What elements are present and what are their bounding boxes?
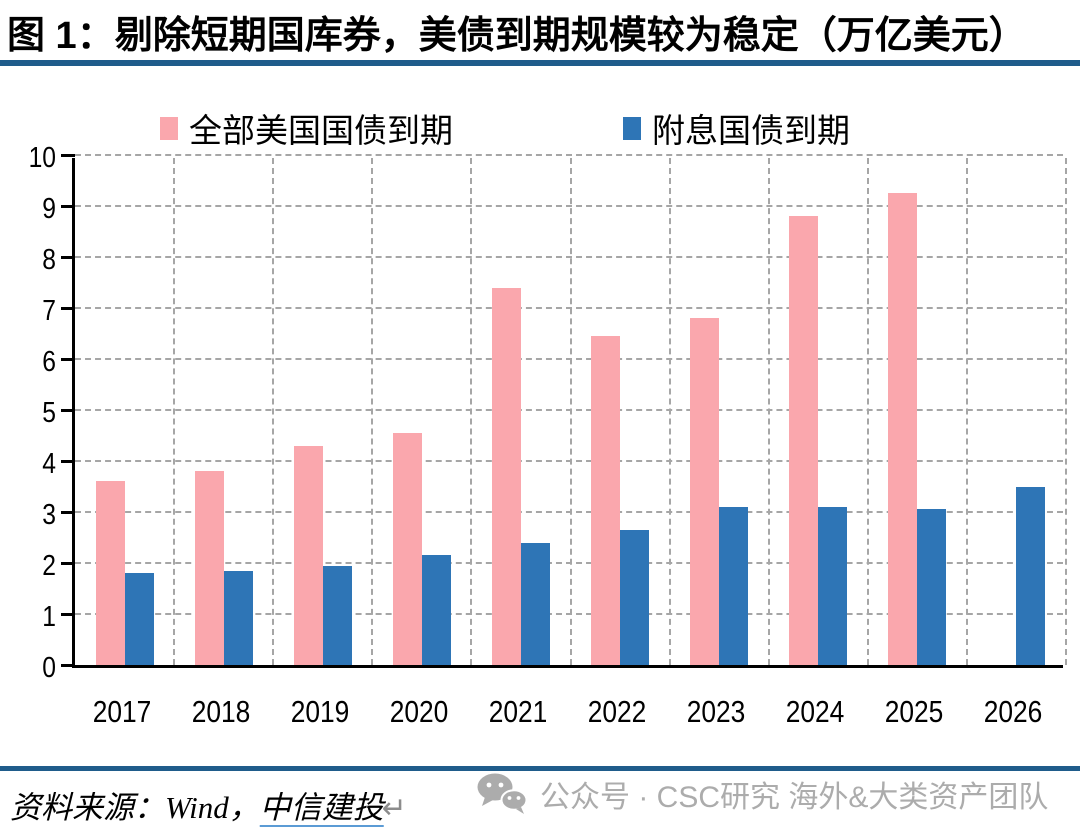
- watermark-text: 公众号 · CSC研究 海外&大类资产团队: [540, 781, 1049, 814]
- bar-total-2017: [95, 481, 125, 665]
- h-gridline: [75, 562, 1063, 564]
- legend-label-total: 全部美国国债到期: [189, 114, 453, 150]
- y-tick-label: 6: [42, 346, 56, 378]
- title-divider: [0, 60, 1080, 66]
- x-tick-label: 2017: [92, 694, 151, 729]
- legend-swatch-total-icon: [160, 116, 178, 140]
- x-axis-labels: 2017 2018 2019 2020 2021 2022 2023 2024 2025 2026: [72, 694, 1063, 730]
- bar-coupon-2017: [124, 573, 154, 665]
- y-tick-label: 0: [42, 652, 56, 684]
- h-gridline: [75, 460, 1063, 462]
- legend-label-coupon: 附息国债到期: [652, 114, 850, 150]
- bar-coupon-2019: [322, 565, 352, 665]
- legend-swatch-coupon-icon: [623, 116, 641, 140]
- x-tick-label: 2018: [191, 694, 250, 729]
- y-tick-mark: [61, 561, 75, 565]
- v-gridline: [668, 158, 671, 665]
- y-tick-label: 1: [42, 601, 56, 633]
- legend-item-total: 全部美国国债到期: [160, 104, 453, 152]
- bar-coupon-2020: [421, 555, 451, 665]
- chart-legend: 全部美国国债到期 附息国债到期: [160, 106, 850, 150]
- bar-total-2021: [491, 287, 521, 665]
- v-gridline: [866, 158, 869, 665]
- x-tick-label: 2021: [488, 694, 548, 729]
- h-gridline: [75, 205, 1063, 207]
- bar-total-2025: [888, 193, 918, 665]
- y-tick-mark: [61, 612, 75, 616]
- h-gridline: [75, 256, 1063, 258]
- legend-item-coupon: 附息国债到期: [623, 104, 850, 152]
- bar-total-2023: [690, 318, 720, 665]
- bar-chart-plot-area: [61, 153, 1067, 668]
- bar-coupon-2018: [223, 570, 253, 665]
- v-gridline: [173, 158, 176, 665]
- y-tick-label: 10: [28, 142, 56, 174]
- bar-coupon-2026: [1016, 486, 1046, 665]
- y-tick-mark: [61, 357, 75, 361]
- x-tick-label: 2026: [984, 694, 1043, 729]
- v-gridline: [1065, 158, 1067, 665]
- x-tick-label: 2019: [290, 694, 350, 729]
- h-gridline: [75, 154, 1063, 156]
- x-tick-label: 2022: [587, 694, 647, 729]
- y-tick-label: 9: [42, 193, 56, 225]
- bar-total-2019: [293, 445, 323, 665]
- y-tick-label: 7: [42, 295, 56, 327]
- source-org-link[interactable]: 中信建投: [259, 790, 384, 825]
- y-tick-mark: [61, 153, 75, 157]
- y-tick-label: 8: [42, 244, 56, 276]
- bar-coupon-2023: [719, 506, 749, 665]
- v-gridline: [272, 158, 275, 665]
- v-gridline: [767, 158, 770, 665]
- bar-total-2024: [789, 216, 819, 665]
- y-tick-label: 2: [42, 550, 56, 582]
- h-gridline: [75, 511, 1063, 513]
- bar-coupon-2022: [620, 529, 650, 665]
- y-tick-mark: [61, 306, 75, 310]
- y-tick-mark: [61, 408, 75, 412]
- figure-title: 图 1：剔除短期国库券，美债到期规模较为稳定（万亿美元）: [7, 15, 1027, 57]
- x-tick-label: 2020: [389, 694, 449, 729]
- data-source: 资料来源：Wind，中信建投↵: [10, 782, 407, 827]
- x-tick-label: 2025: [885, 694, 944, 729]
- wechat-icon: [477, 773, 528, 814]
- watermark: 公众号 · CSC研究 海外&大类资产团队: [476, 771, 1048, 817]
- x-tick-label: 2024: [785, 694, 845, 729]
- paragraph-return-icon: ↵: [381, 791, 407, 826]
- y-axis-labels: 0 1 2 3 4 5 6 7 8 9 10: [0, 142, 56, 684]
- y-tick-label: 3: [42, 499, 56, 531]
- bar-total-2018: [194, 471, 224, 665]
- h-gridline: [75, 358, 1063, 360]
- bar-total-2020: [392, 432, 422, 665]
- y-tick-mark: [61, 663, 75, 667]
- h-gridline: [75, 409, 1063, 411]
- v-gridline: [470, 158, 473, 665]
- y-tick-mark: [61, 255, 75, 259]
- v-gridline: [371, 158, 374, 665]
- bar-coupon-2025: [917, 509, 947, 665]
- source-prefix: 资料来源：Wind，: [10, 790, 260, 825]
- y-tick-mark: [61, 510, 75, 514]
- bar-coupon-2024: [818, 506, 848, 665]
- y-tick-label: 4: [42, 448, 56, 480]
- y-tick-mark: [61, 459, 75, 463]
- h-gridline: [75, 613, 1063, 615]
- v-gridline: [965, 158, 968, 665]
- bar-coupon-2021: [520, 542, 550, 665]
- y-tick-mark: [61, 204, 75, 208]
- y-tick-label: 5: [42, 397, 56, 429]
- bar-total-2022: [591, 336, 621, 665]
- x-tick-label: 2023: [686, 694, 746, 729]
- footer-divider: [0, 766, 1080, 771]
- h-gridline: [75, 307, 1063, 309]
- v-gridline: [569, 158, 572, 665]
